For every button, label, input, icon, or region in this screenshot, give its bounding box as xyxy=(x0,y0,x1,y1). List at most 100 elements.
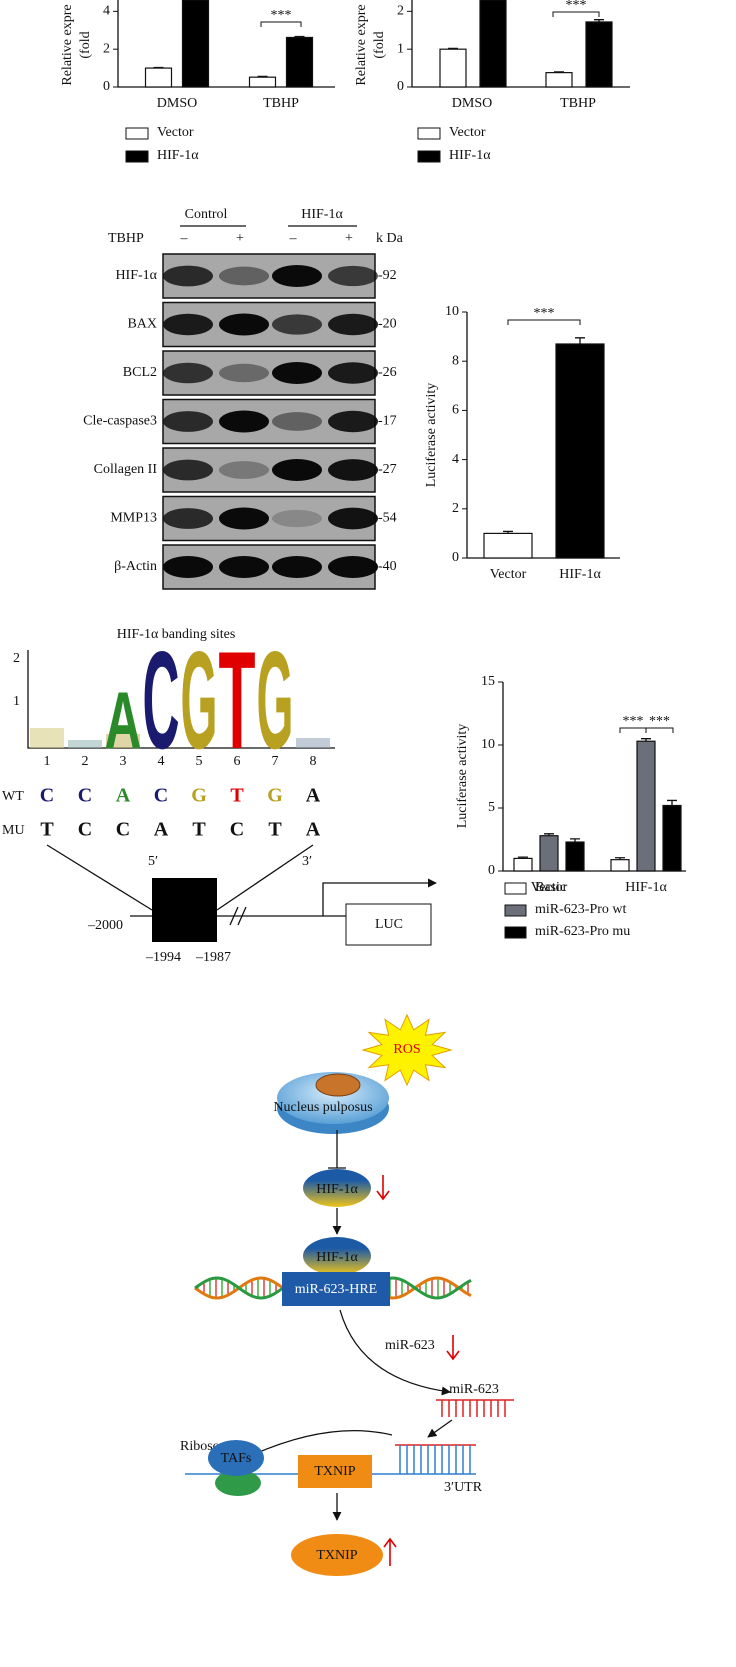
error-bar xyxy=(503,530,513,534)
y-tick-label: 10 xyxy=(481,737,495,752)
down-arrow xyxy=(446,1335,460,1361)
lane-sign: + xyxy=(236,231,244,246)
kda-label: -17 xyxy=(378,414,397,429)
band xyxy=(219,556,269,578)
band xyxy=(219,313,269,336)
error-bar xyxy=(615,857,625,860)
arrow xyxy=(427,1419,453,1438)
error-bar xyxy=(257,75,268,78)
band xyxy=(272,362,322,384)
bar xyxy=(439,48,467,88)
band xyxy=(163,362,213,384)
logo-letter: A xyxy=(105,676,142,766)
y-tick-label: 6 xyxy=(452,403,459,418)
band xyxy=(219,363,269,383)
logo-letter: G xyxy=(257,623,294,778)
band xyxy=(163,556,213,578)
group-label: HIF-1α xyxy=(301,207,343,222)
mirna xyxy=(436,1399,514,1417)
position: 4 xyxy=(158,754,165,769)
y-tick-label: 5 xyxy=(488,800,495,815)
inhibit xyxy=(328,1130,346,1169)
unit-label: k Da xyxy=(376,231,404,246)
logo-letter: T xyxy=(219,623,256,778)
bar xyxy=(144,67,173,88)
x-tick-label: HIF-1α xyxy=(625,880,667,895)
break xyxy=(229,906,247,926)
row-label: BCL2 xyxy=(123,365,157,380)
band xyxy=(272,459,322,481)
western-blot: Control HIF-1α TBHP k Da – + – +HIF-1α -92BA… xyxy=(83,207,404,590)
band xyxy=(328,556,378,578)
error-bar xyxy=(575,337,585,344)
motif-logo: HIF-1α banding sites 2 1 xyxy=(13,627,335,749)
logo-small xyxy=(68,740,102,748)
position: 2 xyxy=(82,754,89,769)
y-axis-label: (fold xyxy=(78,31,93,58)
legend-label: HIF-1α xyxy=(157,148,199,163)
row-label: β-Actin xyxy=(114,559,157,574)
connector xyxy=(216,844,314,911)
seq-label: WT xyxy=(2,789,24,804)
legend-swatch xyxy=(504,926,527,939)
row-label: HIF-1α xyxy=(115,268,157,283)
y-tick-label: 2 xyxy=(452,501,459,516)
label: –1987 xyxy=(195,950,231,965)
down-arrow xyxy=(376,1175,390,1201)
y-tick-label: 2 xyxy=(397,4,404,19)
base: T xyxy=(230,785,244,807)
cell xyxy=(277,1072,389,1124)
legend-label: Vector xyxy=(157,125,194,140)
legend-label: Vector xyxy=(449,125,486,140)
legend-label: miR-623-Pro mu xyxy=(535,924,630,939)
base: C xyxy=(154,785,168,807)
band xyxy=(163,411,213,432)
arrow xyxy=(339,1309,451,1396)
band xyxy=(163,508,213,529)
error-bar xyxy=(544,833,554,836)
error-bar xyxy=(570,838,580,843)
band xyxy=(328,410,378,433)
band xyxy=(219,410,269,433)
position: 5 xyxy=(196,754,203,769)
utr-binding xyxy=(395,1444,476,1474)
band xyxy=(328,459,378,481)
group-label: Control xyxy=(185,207,228,222)
treatment-label: TBHP xyxy=(108,231,144,246)
up-arrow xyxy=(383,1537,397,1566)
position: 6 xyxy=(234,754,241,769)
kda-label: -92 xyxy=(378,268,397,283)
x-tick-label: DMSO xyxy=(157,96,197,111)
hre-label: miR-623-HRE xyxy=(295,1282,377,1297)
ros-burst xyxy=(361,1013,453,1087)
y-axis-label: Luciferase activity xyxy=(455,724,470,829)
y-axis-label: (fold xyxy=(372,31,387,58)
y-axis-label: Luciferase activity xyxy=(424,383,439,488)
lane-sign: + xyxy=(345,231,353,246)
mir-label: miR-623 xyxy=(385,1338,435,1353)
y-tick-label: 1 xyxy=(397,41,404,56)
kda-label: -20 xyxy=(378,317,397,332)
y-axis-label: Relative expre xyxy=(354,4,369,85)
y-tick-label: 2 xyxy=(103,41,110,56)
label: –2000 xyxy=(87,918,123,933)
legend-swatch xyxy=(504,904,527,917)
logo-small xyxy=(30,728,64,748)
cell-label: Nucleus pulposus xyxy=(273,1100,372,1115)
error-bar xyxy=(518,856,528,859)
band xyxy=(272,412,322,431)
y-tick-label: 4 xyxy=(103,4,110,19)
error-bar xyxy=(294,35,305,38)
x-tick-label: Vector xyxy=(531,880,568,895)
promoter: 5′ 3′ –2000 –1994 –1987 LUC xyxy=(46,844,437,965)
x-tick-label: TBHP xyxy=(263,96,299,111)
mir: miR-623 xyxy=(449,1382,499,1397)
kda-label: -54 xyxy=(378,511,397,526)
y-tick-label: 0 xyxy=(488,863,495,878)
ros: ROS xyxy=(393,1042,420,1057)
bar xyxy=(285,36,314,88)
bar xyxy=(585,21,613,88)
error-bar xyxy=(153,66,164,69)
